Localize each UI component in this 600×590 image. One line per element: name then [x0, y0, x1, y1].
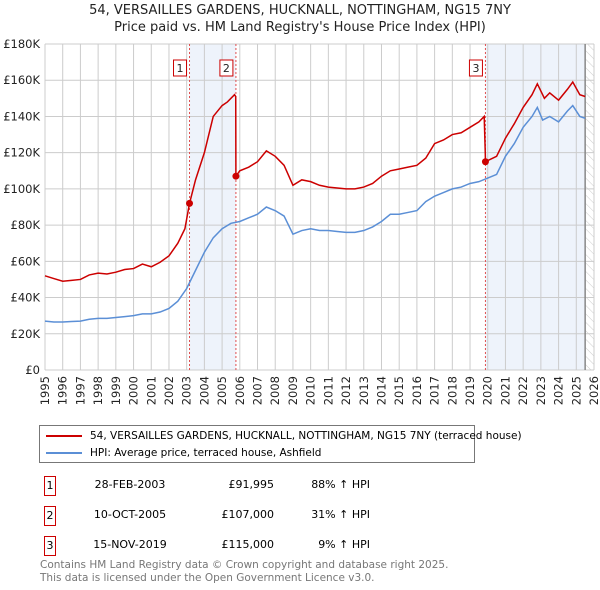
- sale-date: 15-NOV-2019: [93, 538, 167, 551]
- sale-marker-box: [468, 59, 483, 77]
- x-tick-label: 2004: [197, 376, 211, 405]
- sale-price: £115,000: [221, 538, 275, 551]
- x-tick-label: 2001: [144, 376, 158, 405]
- sale-hpi-diff: 88% ↑ HPI: [311, 478, 370, 491]
- x-tick-label: 1997: [73, 376, 87, 405]
- y-tick-label: £0: [25, 363, 40, 377]
- footer-line-1: Contains HM Land Registry data © Crown c…: [40, 559, 449, 571]
- x-tick-label: 2014: [374, 376, 388, 405]
- y-tick-label: £40K: [11, 291, 41, 305]
- sale-marker-label: 3: [472, 62, 479, 75]
- x-tick-label: 2012: [339, 376, 353, 405]
- forecast-hatch: [585, 44, 594, 370]
- x-tick-label: 2003: [180, 376, 194, 405]
- sale-row: 2 10-OCT-2005 £107,000 31% ↑ HPI: [44, 506, 444, 526]
- x-tick-label: 1998: [91, 376, 105, 405]
- x-tick-label: 2020: [481, 376, 495, 405]
- sale-price: £91,995: [228, 478, 275, 491]
- sale-marker-box: [219, 59, 234, 77]
- x-tick-label: 2011: [321, 376, 335, 405]
- x-tick-label: 2025: [569, 376, 583, 405]
- x-tick-label: 2016: [410, 376, 424, 405]
- x-tick-label: 1996: [56, 376, 70, 405]
- x-tick-label: 2023: [534, 376, 548, 405]
- y-tick-label: £80K: [11, 218, 41, 232]
- legend: 54, VERSAILLES GARDENS, HUCKNALL, NOTTIN…: [39, 425, 522, 463]
- x-tick-label: 2008: [268, 376, 282, 405]
- x-tick-label: 2000: [127, 376, 141, 405]
- chart-subtitle: Price paid vs. HM Land Registry's House …: [114, 20, 486, 35]
- x-tick-label: 1995: [38, 376, 52, 405]
- x-tick-label: 2026: [587, 376, 600, 405]
- legend-blue-line: [46, 452, 82, 454]
- x-tick-label: 2007: [251, 376, 265, 405]
- sale-number: 2: [44, 506, 56, 526]
- x-tick-label: 2024: [552, 376, 566, 405]
- sale-date: 10-OCT-2005: [93, 508, 167, 521]
- y-tick-label: £140K: [3, 109, 40, 123]
- sale-row: 1 28-FEB-2003 £91,995 88% ↑ HPI: [44, 476, 444, 496]
- sale-hpi-diff: 9% ↑ HPI: [318, 538, 370, 551]
- y-tick-label: £120K: [3, 146, 40, 160]
- x-tick-label: 2009: [286, 376, 300, 405]
- sale-marker-label: 2: [223, 62, 230, 75]
- y-tick-label: £180K: [3, 37, 40, 51]
- sale-marker-label: 1: [177, 62, 184, 75]
- y-tick-label: £20K: [11, 327, 41, 341]
- plot-area: 1995 1996 1997 1998 1999 2000 2001 2002 2003 2004…: [3, 37, 600, 405]
- legend-red-line: [46, 435, 82, 437]
- x-tick-label: 2019: [463, 376, 477, 405]
- legend-label-hpi: HPI: Average price, terraced house, Ashf…: [90, 446, 322, 459]
- x-tick-label: 2015: [392, 376, 406, 405]
- chart-title: 54, VERSAILLES GARDENS, HUCKNALL, NOTTIN…: [89, 3, 511, 18]
- x-tick-label: 1999: [109, 376, 123, 405]
- x-tick-label: 2002: [162, 376, 176, 405]
- x-tick-label: 2013: [357, 376, 371, 405]
- shaded-range: [485, 44, 586, 370]
- footer-line-2: This data is licensed under the Open Gov…: [40, 571, 375, 584]
- sale-hpi-diff: 31% ↑ HPI: [311, 508, 370, 521]
- sale-number: 1: [44, 476, 56, 496]
- hpi-line: [44, 104, 586, 323]
- property-price-line: [44, 80, 586, 283]
- x-tick-label: 2006: [233, 376, 247, 405]
- sale-point: [232, 172, 240, 180]
- y-tick-label: £60K: [11, 254, 41, 268]
- x-tick-label: 2017: [428, 376, 442, 405]
- legend-label-property: 54, VERSAILLES GARDENS, HUCKNALL, NOTTIN…: [90, 429, 522, 442]
- footer: Contains HM Land Registry data © Crown c…: [40, 559, 448, 584]
- sale-marker-box: [173, 59, 188, 77]
- x-tick-label: 2022: [516, 376, 530, 405]
- sale-row: 3 15-NOV-2019 £115,000 9% ↑ HPI: [44, 536, 444, 556]
- sale-point: [186, 199, 194, 207]
- sale-date: 28-FEB-2003: [94, 478, 166, 491]
- y-tick-label: £100K: [3, 182, 40, 196]
- sale-price: £107,000: [221, 508, 275, 521]
- x-tick-label: 2010: [304, 376, 318, 405]
- shaded-range: [189, 44, 236, 370]
- x-tick-label: 2021: [498, 376, 512, 405]
- sale-number: 3: [44, 536, 56, 556]
- x-tick-label: 2018: [445, 376, 459, 405]
- x-tick-label: 2005: [215, 376, 229, 405]
- y-tick-label: £160K: [3, 73, 40, 87]
- sale-point: [481, 158, 489, 166]
